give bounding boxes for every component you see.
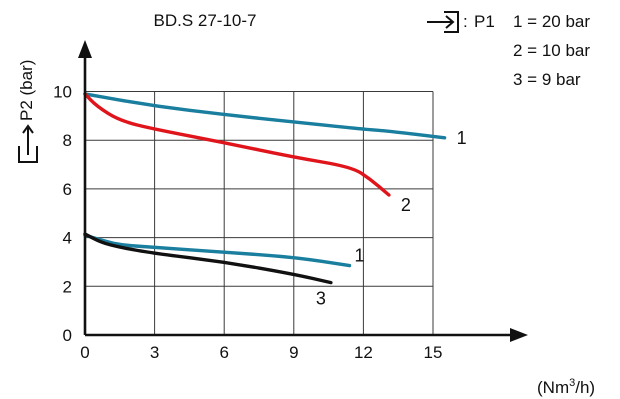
y-tick-label-2: 2 — [63, 277, 72, 296]
y-axis-arrow — [78, 40, 92, 58]
x-tick-label-3: 3 — [150, 343, 159, 362]
x-axis-unit-superscript: 3 — [569, 377, 575, 389]
x-tick-label-12: 12 — [354, 343, 373, 362]
axes — [78, 40, 528, 342]
series-lines — [83, 92, 447, 285]
curve-label-1: 1 — [457, 128, 467, 148]
inlet-pressure-icon — [427, 11, 459, 33]
y-tick-label-8: 8 — [63, 131, 72, 150]
series-line-4 — [83, 232, 333, 285]
curve-labels: 1 2 1 3 — [316, 128, 467, 309]
legend-entry-2: 2 = 10 bar — [513, 41, 590, 60]
outlet-pressure-icon — [18, 124, 38, 163]
legend-entry-3: 3 = 9 bar — [513, 70, 581, 89]
y-axis-label: P2 (bar) — [17, 60, 36, 121]
legend: : P1 1 = 20 bar 2 = 10 bar 3 = 9 bar — [427, 11, 590, 89]
grid — [85, 91, 434, 335]
curve-label-3: 1 — [354, 246, 364, 266]
x-axis-unit-start: (Nm — [537, 378, 569, 397]
series-line-1 — [83, 92, 447, 140]
x-axis-arrow — [510, 328, 528, 342]
chart-title: BD.S 27-10-7 — [154, 11, 257, 30]
y-tick-label-6: 6 — [63, 180, 72, 199]
legend-symbol-text: : — [463, 12, 468, 31]
x-axis-unit-end: /h) — [575, 378, 595, 397]
x-tick-label-0: 0 — [80, 343, 89, 362]
y-tick-label-0: 0 — [63, 326, 72, 345]
x-tick-label-9: 9 — [289, 343, 298, 362]
y-tick-label-4: 4 — [63, 229, 72, 248]
curve-label-2: 2 — [401, 195, 411, 215]
y-tick-label-10: 10 — [53, 83, 72, 102]
x-tick-label-15: 15 — [424, 343, 443, 362]
x-tick-label-6: 6 — [219, 343, 228, 362]
curve-label-4: 3 — [316, 289, 326, 309]
legend-entry-1: 1 = 20 bar — [513, 12, 590, 31]
legend-label: P1 — [474, 12, 495, 31]
series-line-2 — [83, 92, 391, 197]
x-axis-unit-label: (Nm3/h) — [537, 377, 595, 397]
